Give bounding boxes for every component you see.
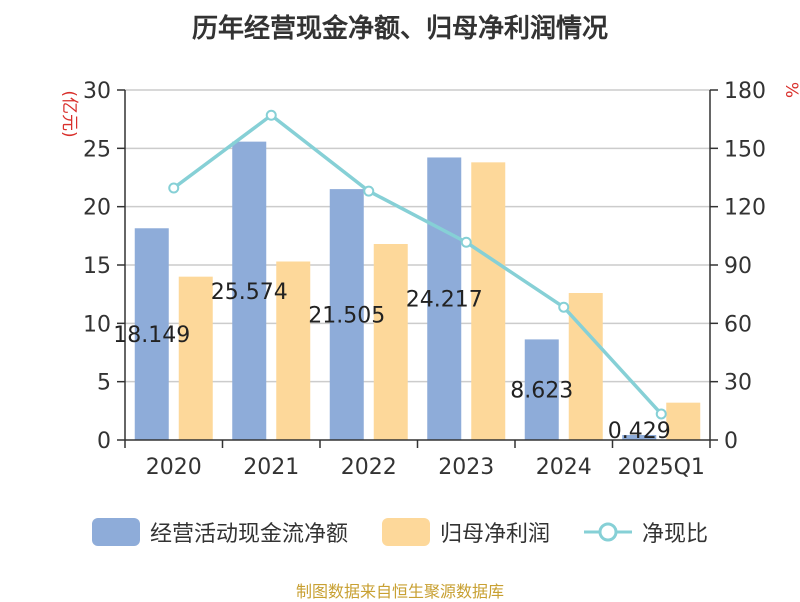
y-tick-label: 25	[83, 137, 111, 162]
legend-label-ratio: 净现比	[642, 522, 709, 547]
y2-tick-label: 120	[724, 196, 766, 221]
ratio-point	[168, 182, 180, 194]
data-label: 25.574	[211, 280, 288, 305]
ratio-line	[168, 109, 667, 420]
y-tick-label: 30	[83, 79, 111, 104]
y2-tick-label: 0	[724, 429, 738, 454]
legend-item-cashflow[interactable]: 经营活动现金流净额	[91, 516, 348, 548]
x-tick-label: 2021	[243, 455, 299, 480]
line-marker-icon	[584, 522, 632, 542]
ratio-point	[460, 236, 472, 248]
y-tick-label: 5	[97, 371, 111, 396]
y2-tick-label: 30	[724, 371, 752, 396]
y-tick-label: 10	[83, 312, 111, 337]
legend: 经营活动现金流净额 归母净利润 净现比	[0, 516, 800, 548]
bar-profit	[178, 276, 213, 440]
bar-profit	[666, 402, 701, 440]
y2-axis-title: %	[781, 82, 800, 98]
bar-profit	[276, 261, 311, 440]
y-tick-label: 20	[83, 196, 111, 221]
legend-label-profit: 归母净利润	[439, 522, 550, 547]
legend-swatch-cashflow	[91, 518, 140, 546]
data-label: 21.505	[308, 304, 385, 329]
data-label: 24.217	[406, 288, 483, 313]
y2-tick-label: 180	[724, 79, 766, 104]
bars	[134, 141, 701, 441]
legend-swatch-profit	[381, 518, 430, 546]
bar-cashflow	[329, 189, 364, 440]
x-tick-label: 2020	[146, 455, 202, 480]
bar-profit	[471, 162, 506, 441]
ratio-point	[558, 301, 570, 313]
y-tick-label: 0	[97, 429, 111, 454]
bar-profit	[373, 244, 408, 440]
ratio-line-path	[172, 113, 663, 416]
legend-item-ratio[interactable]: 净现比	[584, 516, 708, 548]
legend-item-profit[interactable]: 归母净利润	[381, 516, 550, 548]
bar-cashflow	[427, 157, 462, 441]
data-label: 18.149	[113, 323, 190, 348]
y-tick-label: 15	[83, 254, 111, 279]
bar-cashflow	[134, 228, 169, 440]
x-tick-label: 2022	[341, 455, 397, 480]
source-note: 制图数据来自恒生聚源数据库	[295, 582, 504, 601]
y2-tick-label: 90	[724, 254, 752, 279]
axes: 0 5 10 15 20 25 30 0 30 60 90 120 150 180 2020 2021 2022…	[59, 79, 800, 480]
bar-cashflow	[622, 434, 657, 440]
x-tick-label: 2025Q1	[618, 455, 705, 480]
bar-profit	[568, 293, 603, 440]
legend-label-cashflow: 经营活动现金流净额	[149, 522, 348, 547]
data-label: 8.623	[510, 379, 573, 404]
data-labels: 18.149 25.574 21.505 24.217 8.623 0.429	[113, 280, 670, 444]
chart-title: 历年经营现金净额、归母净利润情况	[191, 14, 608, 44]
y2-tick-label: 60	[724, 312, 752, 337]
x-tick-label: 2024	[536, 455, 592, 480]
y-axis-title: (亿元)	[59, 90, 79, 137]
data-label: 0.429	[608, 419, 671, 444]
x-tick-label: 2023	[438, 455, 494, 480]
ratio-point	[655, 408, 667, 420]
bar-cashflow	[232, 141, 267, 441]
bar-cashflow	[524, 339, 559, 440]
ratio-point	[363, 185, 375, 197]
y2-tick-label: 150	[724, 137, 766, 162]
ratio-point	[265, 109, 277, 121]
gridlines	[125, 89, 710, 383]
